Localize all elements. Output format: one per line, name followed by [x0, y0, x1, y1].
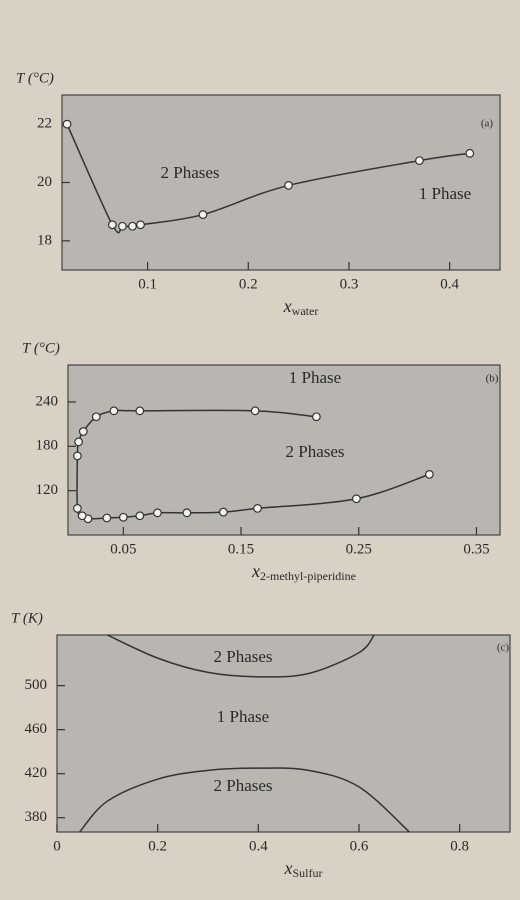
data-point: [198, 210, 208, 219]
data-point: [102, 513, 112, 523]
region-label: 2 Phases: [285, 442, 344, 461]
y-tick-label: 380: [25, 809, 48, 825]
x-tick-label: 0.6: [350, 838, 369, 854]
panel-label: (b): [486, 373, 499, 385]
region-label: 2 Phases: [213, 647, 272, 666]
x-tick-label: 0.8: [450, 838, 469, 854]
data-point: [424, 469, 434, 479]
data-point: [109, 406, 119, 416]
data-point: [311, 412, 321, 422]
data-point: [135, 406, 145, 416]
x-axis-label: xwater: [283, 296, 319, 318]
y-tick-label: 240: [36, 393, 59, 409]
region-label: 1 Phase: [217, 707, 269, 726]
data-point: [153, 508, 162, 518]
x-tick-label: 0.4: [440, 276, 459, 292]
x-label-main: x: [283, 296, 292, 316]
curve: [107, 634, 375, 678]
data-point: [62, 119, 72, 129]
data-point: [465, 148, 475, 158]
data-point: [77, 511, 87, 521]
curve: [79, 767, 410, 833]
panel-label: (a): [481, 118, 494, 130]
data-point: [118, 512, 128, 522]
y-axis-label: T (°C): [22, 340, 60, 356]
x-label-sub: water: [292, 304, 319, 318]
data-point: [218, 507, 228, 517]
y-tick-label: 20: [37, 174, 52, 190]
y-tick-label: 120: [36, 482, 59, 498]
region-label: 1 Phase: [289, 368, 341, 387]
data-point: [415, 156, 424, 166]
x-tick-label: 0.1: [138, 276, 157, 292]
y-tick-label: 22: [37, 116, 52, 132]
panel-label: (c): [497, 642, 510, 654]
x-tick-label: 0.2: [239, 276, 258, 292]
data-point: [253, 503, 262, 513]
data-point: [107, 220, 117, 230]
plot-area: [56, 634, 511, 833]
x-label-main: x: [251, 561, 260, 581]
data-point: [136, 220, 145, 230]
data-point: [135, 511, 145, 521]
x-tick-label: 0.3: [340, 276, 359, 292]
x-label-sub: Sulfur: [293, 866, 323, 880]
y-axis-label: T (K): [11, 610, 43, 626]
y-tick-label: 420: [25, 765, 48, 781]
data-point: [73, 451, 82, 461]
region-label: 2 Phases: [213, 776, 272, 795]
data-point: [182, 508, 192, 518]
x-tick-label: 0.4: [249, 838, 268, 854]
data-point: [78, 427, 88, 436]
x-axis-label: x2-methyl-piperidine: [251, 561, 356, 583]
data-point: [91, 412, 101, 422]
data-point: [73, 503, 82, 513]
data-point: [351, 494, 361, 504]
x-tick-label: 0.25: [346, 541, 372, 557]
data-point: [74, 437, 83, 447]
data-point: [128, 221, 137, 231]
plot-area: [61, 94, 501, 271]
y-tick-label: 460: [25, 721, 48, 737]
y-tick-label: 180: [36, 438, 59, 454]
x-tick-label: 0.2: [148, 838, 167, 854]
y-tick-label: 18: [37, 232, 52, 248]
x-tick-label: 0.15: [228, 541, 254, 557]
x-axis-label: xSulfur: [284, 858, 323, 880]
x-tick-label: 0.05: [110, 541, 136, 557]
region-label: 2 Phases: [160, 163, 219, 182]
data-point: [118, 221, 127, 231]
region-label: 1 Phase: [419, 184, 471, 203]
x-label-sub: 2-methyl-piperidine: [260, 569, 356, 583]
data-point: [284, 181, 293, 190]
y-axis-label: T (°C): [16, 70, 54, 86]
x-label-main: x: [284, 858, 293, 878]
x-tick-label: 0: [53, 838, 61, 854]
y-tick-label: 500: [25, 677, 48, 693]
plot-area: [67, 364, 501, 536]
data-point: [250, 406, 260, 416]
x-tick-label: 0.35: [463, 541, 489, 557]
